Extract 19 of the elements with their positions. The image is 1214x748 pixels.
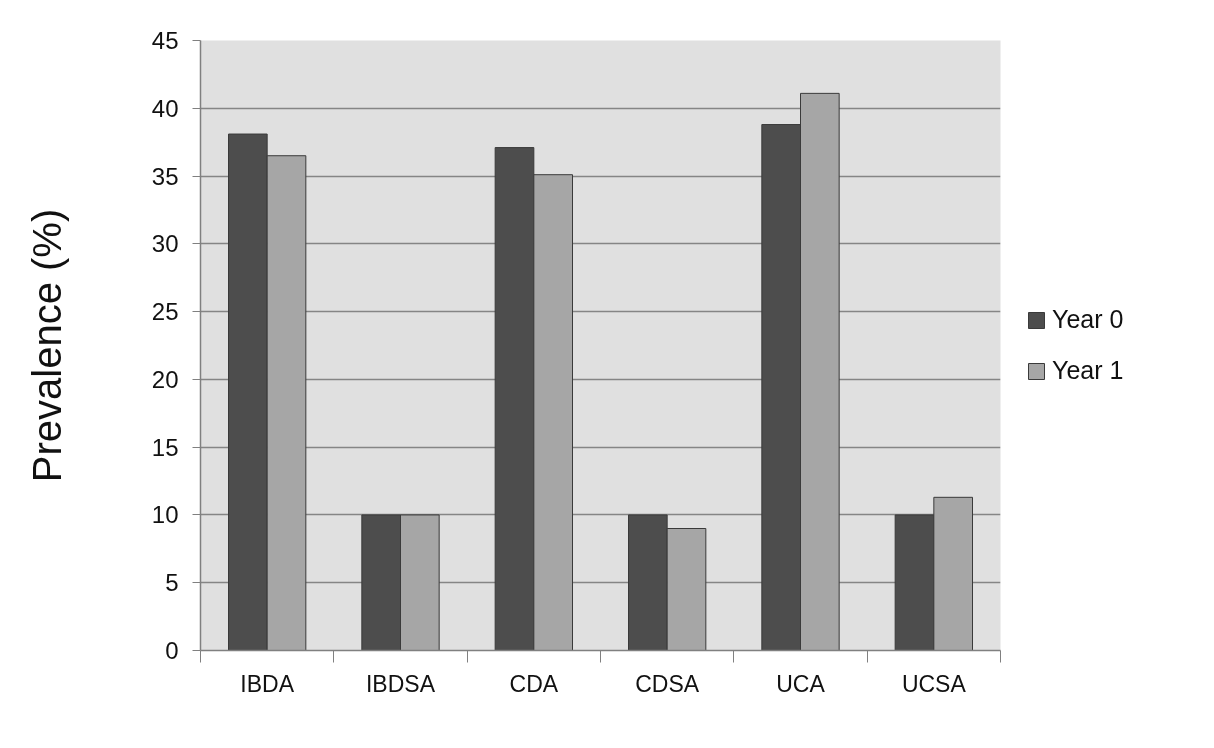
y-tick-label: 35	[151, 162, 179, 190]
x-tick-label: IBDSA	[365, 670, 436, 697]
y-tick-label: 45	[151, 27, 179, 54]
x-tick-label: CDA	[509, 670, 559, 697]
y-tick-label: 10	[151, 501, 179, 529]
x-tick-label: UCSA	[901, 670, 967, 697]
y-tick-label: 20	[151, 365, 179, 393]
y-tick-label: 40	[151, 94, 179, 122]
y-tick-label: 0	[165, 637, 179, 664]
y-tick-label: 15	[151, 433, 179, 461]
x-tick-label: IBDA	[240, 670, 295, 697]
y-tick-label: 25	[151, 298, 179, 326]
y-tick-label: 5	[165, 569, 179, 597]
x-tick-label: CDSA	[635, 670, 700, 697]
y-tick-label: 30	[151, 230, 179, 258]
x-tick-label: UCA	[776, 670, 826, 697]
legend-label: Year 1	[1052, 356, 1124, 385]
legend-label: Year 0	[1052, 305, 1124, 334]
y-axis-title: Prevalence (%)	[24, 208, 69, 483]
